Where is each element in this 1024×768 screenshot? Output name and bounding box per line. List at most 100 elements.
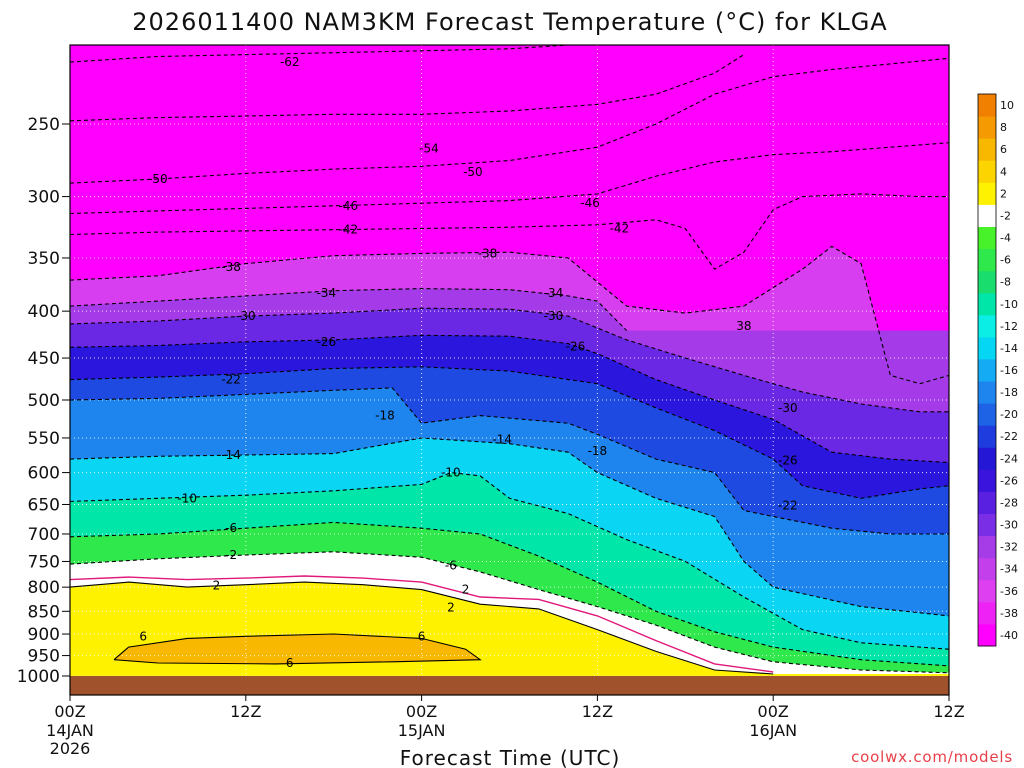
temperature-bands	[70, 45, 949, 695]
credit-text[interactable]: coolwx.com/models	[851, 748, 1013, 766]
contour-label: -26	[317, 335, 337, 349]
contour-label: 6	[286, 656, 294, 670]
colorbar-swatch	[978, 270, 996, 294]
colorbar-swatch	[978, 469, 996, 492]
y-tick-label: 250	[28, 115, 60, 135]
contour-label: -18	[588, 444, 608, 458]
contour-label: -46	[580, 196, 600, 210]
colorbar-tick-label: -36	[1000, 585, 1018, 598]
contour-label: -50	[463, 165, 483, 179]
colorbar-tick-label: -8	[1000, 276, 1011, 289]
colorbar-swatch	[978, 425, 996, 448]
colorbar-tick-label: -20	[1000, 408, 1018, 421]
colorbar-swatch	[978, 535, 996, 559]
colorbar-tick-label: -12	[1000, 320, 1018, 333]
y-tick-label: 450	[28, 349, 60, 369]
contour-label: -6	[225, 521, 237, 535]
colorbar-tick-label: 2	[1000, 187, 1007, 200]
contour-label: -10	[177, 491, 197, 505]
colorbar-swatch	[978, 336, 996, 360]
x-tick-label: 12Z	[230, 702, 261, 721]
x-tick-label: 00Z	[406, 702, 437, 721]
ground-surface	[70, 676, 949, 695]
contour--6	[70, 521, 949, 667]
colorbar-tick-label: -6	[1000, 254, 1011, 267]
colorbar-swatch	[978, 314, 996, 338]
contour--46	[70, 142, 949, 215]
contour-label: -6	[445, 559, 457, 573]
contour-label: 2	[447, 601, 455, 615]
contour-label: -2	[225, 548, 237, 562]
contour-label: 38	[736, 319, 751, 333]
contour-label: -18	[375, 409, 395, 423]
y-tick-label: 750	[28, 552, 60, 572]
colorbar-tick-label: -14	[1000, 342, 1018, 355]
contour-label: -46	[339, 199, 359, 213]
contour-label: -10	[441, 466, 461, 480]
colorbar-swatch	[978, 248, 996, 272]
contour-label: 6	[418, 629, 426, 643]
contour--34	[70, 288, 628, 331]
colorbar-tick-label: -16	[1000, 364, 1018, 377]
contour--26	[70, 334, 949, 464]
contour-label: -22	[778, 499, 798, 513]
colorbar-tick-label: 6	[1000, 143, 1007, 156]
y-tick-label: 800	[28, 578, 60, 598]
x-tick-label: 12Z	[933, 702, 964, 721]
colorbar-swatch	[978, 358, 996, 382]
colorbar-swatch	[978, 513, 996, 537]
contour-label: -30	[544, 309, 564, 323]
colorbar-tick-label: -28	[1000, 496, 1018, 509]
contour-2	[70, 581, 774, 675]
contour-6	[113, 633, 482, 665]
contour-label: -34	[544, 286, 564, 300]
contour-label: -30	[778, 401, 798, 415]
contour-label: -38	[478, 246, 498, 260]
contour--50	[70, 57, 949, 184]
colorbar-swatch	[978, 601, 996, 625]
contour--18	[70, 387, 949, 535]
colorbar-swatch	[978, 381, 996, 404]
colorbar: -40-38-36-34-32-30-28-26-24-22-20-18-16-…	[977, 93, 1018, 647]
chart-title: 2026011400 NAM3KM Forecast Temperature (…	[132, 8, 887, 36]
contour-label: 6	[139, 629, 147, 643]
colorbar-tick-label: 8	[1000, 121, 1007, 134]
contour-label: -26	[566, 339, 586, 353]
band-warm-core	[114, 634, 481, 664]
contour--38	[70, 245, 949, 385]
contour-label: -42	[610, 221, 630, 235]
colorbar-tick-label: -4	[1000, 232, 1011, 245]
y-tick-label: 1000	[17, 667, 60, 687]
colorbar-swatch	[978, 403, 996, 426]
colorbar-swatch	[978, 138, 996, 161]
y-tick-label: 300	[28, 188, 60, 208]
colorbar-tick-label: -30	[1000, 519, 1018, 532]
contour-label: 2	[213, 579, 221, 593]
colorbar-swatch	[978, 204, 996, 227]
contour-label: -38	[221, 260, 241, 274]
contour--10	[70, 472, 949, 650]
contour-label: -26	[778, 453, 798, 467]
x-tick-date: 14JAN	[46, 721, 94, 740]
y-tick-label: 350	[28, 249, 60, 269]
contour-label: 2	[462, 583, 470, 597]
plot-frame	[69, 44, 950, 696]
x-tick-label: 00Z	[758, 702, 789, 721]
colorbar-swatch	[978, 94, 996, 117]
colorbar-tick-label: -38	[1000, 607, 1018, 620]
contour--42	[70, 193, 949, 270]
colorbar-swatch	[978, 116, 996, 139]
contour-label: -54	[419, 142, 439, 156]
contour-label: -22	[221, 373, 241, 387]
y-tick-label: 500	[28, 391, 60, 411]
colorbar-tick-label: -18	[1000, 386, 1018, 399]
colorbar-swatch	[978, 491, 996, 515]
y-tick-label: 900	[28, 625, 60, 645]
colorbar-swatch	[978, 182, 996, 205]
isotherm-contours	[70, 45, 949, 675]
colorbar-swatch	[978, 292, 996, 316]
x-axis-label: Forecast Time (UTC)	[400, 746, 621, 768]
y-tick-label: 950	[28, 647, 60, 667]
